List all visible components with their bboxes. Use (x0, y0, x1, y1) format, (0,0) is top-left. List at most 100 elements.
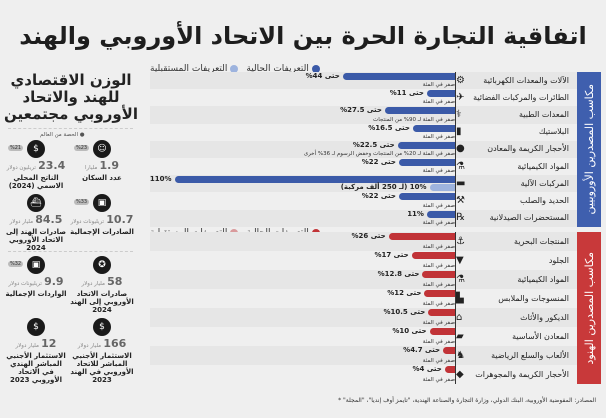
future-value-label: صفر في المئة (422, 339, 455, 345)
box-icon: ▣ (27, 256, 45, 274)
bar-current (342, 73, 455, 80)
stat-unit: تريليونات دولار (70, 219, 105, 225)
category-label: المواد الكيميائية (517, 274, 569, 284)
category-label: البلاستيك (538, 127, 569, 137)
future-value-label: صفر في المئة (422, 168, 455, 175)
bar-value-label: حتى 16.5% (368, 123, 410, 132)
category-label: المركبات الآلية (520, 178, 569, 188)
stat-value: 9.9 تريليونات دولار (4, 276, 68, 290)
category-label: الآلات والمعدات الكهربائية (483, 75, 569, 85)
future-value-label: صفر في المئة (422, 301, 455, 307)
bar-current (398, 193, 455, 201)
stat-item: $ %21 23.4 تريليون دولار الناتج المحلي الاس… (4, 140, 68, 190)
stat-number: 166 (103, 337, 127, 350)
bar-current (398, 159, 455, 166)
bar-current (426, 90, 455, 98)
bar-current (429, 328, 455, 335)
divider (8, 128, 133, 129)
stat-label: الناتج المحلي الاسمي (2024) (8, 174, 64, 190)
stat-item: $166 مليار دولار الاستثمار الأجنبي المباش… (70, 318, 134, 384)
stat-number: 1.9 (99, 159, 120, 172)
chart-row: البلاستيك ▮ حتى 16.5% صفر في المئة (150, 124, 577, 141)
future-value-label: صفر في المئة (422, 282, 455, 288)
bar-value-label: حتى 12% (387, 289, 422, 297)
stat-value: 23.4 تريليون دولار (4, 160, 68, 174)
bar-current (174, 176, 455, 184)
page-title: اتفاقية التجارة الحرة بين الاتحاد الأورو… (19, 22, 587, 50)
category-label: الألعاب والسلع الرياضية (491, 350, 569, 360)
people-icon: ☺ (93, 140, 111, 158)
stat-label: صادرات الهند إلى الاتحاد الأوروبي 2024 (6, 228, 66, 252)
stat-value: 84.5 مليار دولار (4, 214, 68, 228)
chart-row: الديكور والأثاث ⌂ حتى 10.5% صفر في المئة (150, 308, 577, 327)
gear-icon: ⚙ (456, 74, 465, 86)
legend-future: التعريفات المستقبلية (150, 64, 239, 74)
stat-item: ☺ %23 1.9 مليارا عدد السكان (70, 140, 134, 182)
legend-current: التعريفات الحالية (246, 64, 320, 74)
toys-icon: ♞ (456, 349, 465, 361)
bar-future (429, 184, 455, 192)
ship-icon: ⛴ (27, 194, 45, 212)
flask-icon: ⚗ (456, 160, 465, 172)
bar-value-label: حتى 27.5% (340, 106, 382, 115)
chart-row: المواد الكيميائية ⚗ حتى 12.8% صفر في المئة (150, 270, 577, 289)
future-value-label: صفر في المئة (422, 244, 455, 250)
steel-icon: ⚒ (456, 194, 465, 206)
stat-label: الاستثمار الأجنبي المباشر الهندي في الات… (6, 352, 66, 384)
category-label: الطائرات والمركبات الفضائية (473, 92, 569, 102)
chart-row: المعادن الأساسية ▰ حتى 10% صفر في المئة (150, 327, 577, 346)
future-value-label: صفر في المئة (422, 82, 455, 89)
bar-current (424, 290, 455, 297)
stat-label: الاستثمار الأجنبي المباشر للاتحاد الأورو… (70, 352, 134, 384)
bar-value-label: حتى 22% (361, 158, 396, 166)
stat-item: ⛴ 84.5 مليار دولار صادرات الهند إلى الاتحا… (4, 194, 68, 252)
car-icon: ▬ (456, 177, 466, 189)
stat-number: 10.7 (106, 213, 134, 226)
medical-icon: ⚕ (456, 108, 462, 120)
chart-row: الأحجار الكريمة والمعادن ● حتى 22.5% صفر في… (150, 140, 577, 158)
share-badge: %23 (74, 145, 90, 151)
share-badge: %32 (8, 261, 24, 267)
share-legend: ● الحصة من العالم (40, 132, 85, 138)
future-value-label: صفر في المئة (422, 377, 455, 383)
stat-unit: تريليون دولار (6, 165, 36, 171)
bar-current (411, 252, 455, 259)
money-icon: $ (27, 140, 45, 158)
stat-value: 12 مليار دولار (4, 338, 68, 352)
future-value-label: صفر في المئة (422, 133, 455, 140)
stat-number: 84.5 (35, 213, 63, 226)
future-value-label: صفر في المئة (422, 99, 455, 106)
chart-row: المستحضرات الصيدلانية ℞ 11% صفر في المئة (150, 209, 577, 227)
category-label: المعدات الطبية (519, 109, 569, 119)
bar-current (397, 141, 455, 149)
gem-icon: ● (456, 143, 465, 155)
chart-row: المنسوجات والملابس ▙ حتى 12% صفر في المئة (150, 289, 577, 308)
category-label: الأحجار الكريمة والمعادن (487, 144, 569, 154)
eu-axis (455, 72, 456, 227)
stat-number: 9.9 (44, 275, 64, 288)
stat-unit: تريليونات دولار (8, 281, 42, 287)
stat-value: 10.7 تريليونات دولار (70, 214, 134, 228)
share-badge: %33 (74, 199, 90, 205)
future-value-label: صفر في المئة (422, 320, 455, 326)
bar-value-label: 11% (407, 209, 424, 218)
bar-value-label: حتى 10.5% (383, 308, 426, 316)
chart-row: المنتجات البحرية ⚓ حتى 26% صفر في المئة (150, 232, 577, 251)
future-value-label: صفر في المئة لـ 20% من المنتجات وخفض الر… (303, 150, 455, 157)
left-panel-title: الوزن الاقتصادي للهند والاتحاد الأوروبي … (4, 71, 138, 123)
india-axis (455, 232, 456, 384)
metal-bar-icon: ▰ (456, 330, 464, 342)
stat-unit: مليارا (84, 165, 98, 171)
future-value-label: صفر في المئة (422, 202, 455, 209)
bar-value-label: حتى 4% (412, 365, 442, 373)
eu-group-label: مكاسب المصدرين الأوروبيين (577, 72, 601, 227)
leather-icon: ▼ (456, 254, 464, 266)
stat-item: ✪ 58 مليار دولار صادرات الاتحاد الأوروبي إ… (70, 256, 134, 314)
stat-number: 58 (107, 275, 123, 288)
stat-item: ▣ %32 9.9 تريليونات دولار الواردات الإجمالي… (4, 256, 68, 298)
airplane-icon: ✈ (456, 91, 465, 103)
legend-eu: التعريفات الحالية التعريفات المستقبلية (150, 64, 320, 74)
bar-value-label: حتى 22% (361, 192, 396, 201)
stat-label: صادرات الاتحاد الأوروبي إلى الهند 2024 (70, 290, 134, 314)
bar-current (388, 233, 455, 240)
